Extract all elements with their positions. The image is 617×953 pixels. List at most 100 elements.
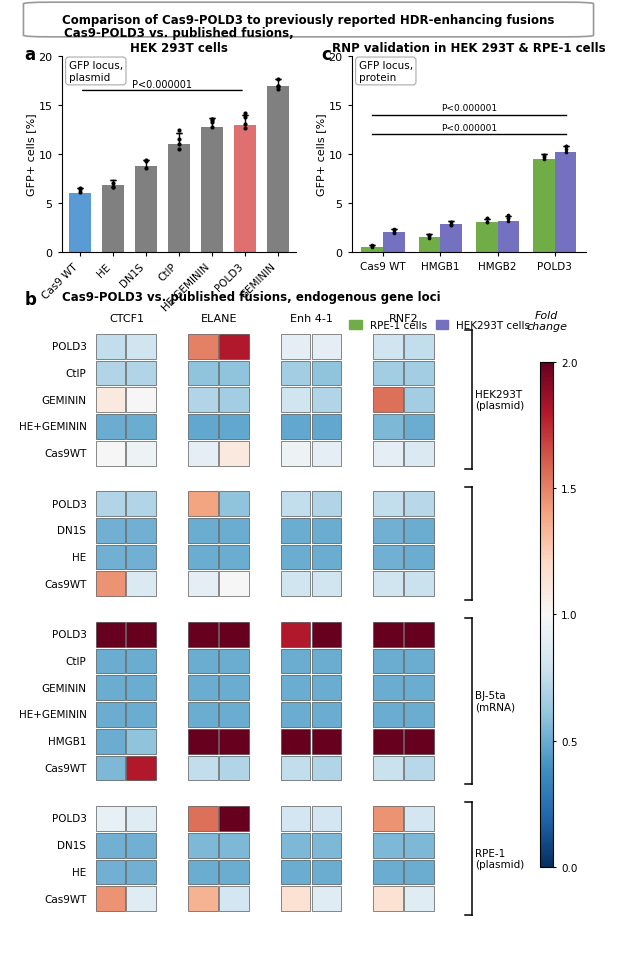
Point [389,223,399,238]
Point [539,148,549,163]
Point [207,112,217,128]
Text: CtIP: CtIP [65,369,86,378]
Point [561,139,571,154]
Point [389,226,399,241]
Text: HEK293T
(plasmid): HEK293T (plasmid) [475,390,524,411]
Point [367,240,377,255]
Legend: RPE-1 cells, HEK293T cells: RPE-1 cells, HEK293T cells [345,316,535,335]
Point [424,228,434,243]
Text: DN1S: DN1S [57,526,86,536]
Point [141,154,151,170]
Point [561,142,571,157]
Text: GFP locus,
protein: GFP locus, protein [358,61,413,83]
Point [207,121,217,136]
Point [207,113,217,129]
Point [240,111,250,126]
Title: Cas9-POLD3 vs. published fusions,
HEK 293T cells: Cas9-POLD3 vs. published fusions, HEK 29… [64,27,294,54]
Point [174,142,184,157]
Text: P<0.000001: P<0.000001 [441,105,497,113]
Point [503,214,513,230]
Bar [267,87,289,253]
Point [561,146,571,161]
Point [389,223,399,238]
Point [482,215,492,231]
Text: GEMININ: GEMININ [41,683,86,693]
Text: P<0.000001: P<0.000001 [441,124,497,132]
Point [273,79,283,94]
Bar [168,145,189,253]
Point [240,107,250,122]
Point [539,151,549,166]
Point [503,211,513,226]
Bar [201,128,223,253]
Text: HE+GEMININ: HE+GEMININ [19,422,86,432]
Point [446,218,456,233]
Bar [234,126,255,253]
Point [503,209,513,224]
Text: Cas9WT: Cas9WT [44,763,86,773]
Bar [383,233,405,253]
Point [561,139,571,154]
Text: b: b [25,291,36,309]
Point [424,228,434,243]
Bar [555,152,576,253]
Text: GEMININ: GEMININ [41,395,86,405]
Point [273,71,283,87]
Text: Cas9-POLD3 vs. published fusions, endogenous gene loci: Cas9-POLD3 vs. published fusions, endoge… [62,291,441,304]
Point [503,212,513,227]
Point [75,183,85,198]
Text: DN1S: DN1S [57,841,86,850]
Bar [418,238,441,253]
Text: POLD3: POLD3 [51,342,86,352]
Y-axis label: GFP+ cells [%]: GFP+ cells [%] [316,113,326,196]
Text: Cas9WT: Cas9WT [44,894,86,903]
Point [273,82,283,97]
Text: HE: HE [72,553,86,562]
Point [367,239,377,254]
Text: HE: HE [72,867,86,877]
Text: GFP locus,
plasmid: GFP locus, plasmid [68,61,123,83]
Text: CtIP: CtIP [65,657,86,666]
Text: c: c [321,46,331,64]
Point [389,225,399,240]
Point [482,215,492,231]
Point [424,229,434,244]
Point [174,138,184,153]
Text: Cas9WT: Cas9WT [44,579,86,589]
Bar [362,248,383,253]
Bar [441,225,462,253]
Text: Cas9WT: Cas9WT [44,449,86,458]
Bar [135,167,157,253]
Point [174,132,184,148]
Text: POLD3: POLD3 [51,630,86,639]
Point [273,79,283,94]
Y-axis label: GFP+ cells [%]: GFP+ cells [%] [26,113,36,196]
Text: RNF2: RNF2 [389,314,419,324]
Point [141,153,151,169]
Text: Enh 4-1: Enh 4-1 [290,314,333,324]
Point [75,181,85,196]
Point [207,114,217,130]
Point [240,117,250,132]
Text: POLD3: POLD3 [51,814,86,823]
Text: CTCF1: CTCF1 [109,314,144,324]
Text: Comparison of Cas9-POLD3 to previously reported HDR-enhancing fusions: Comparison of Cas9-POLD3 to previously r… [62,14,555,27]
Point [75,186,85,201]
Point [367,238,377,253]
Title: RNP validation in HEK 293T & RPE-1 cells: RNP validation in HEK 293T & RPE-1 cells [332,42,606,54]
Text: Fold
change: Fold change [526,311,567,332]
Bar [497,221,520,253]
Point [539,152,549,168]
Point [240,121,250,136]
Point [108,180,118,195]
Text: BJ-5ta
(mRNA): BJ-5ta (mRNA) [475,691,515,712]
Point [141,161,151,176]
Point [108,180,118,195]
Text: POLD3: POLD3 [51,499,86,509]
Point [446,217,456,233]
Bar [102,186,123,253]
Bar [69,194,91,253]
Text: RPE-1
(plasmid): RPE-1 (plasmid) [475,848,524,869]
Text: P<0.000001: P<0.000001 [133,79,193,90]
Text: HE+GEMININ: HE+GEMININ [19,710,86,720]
